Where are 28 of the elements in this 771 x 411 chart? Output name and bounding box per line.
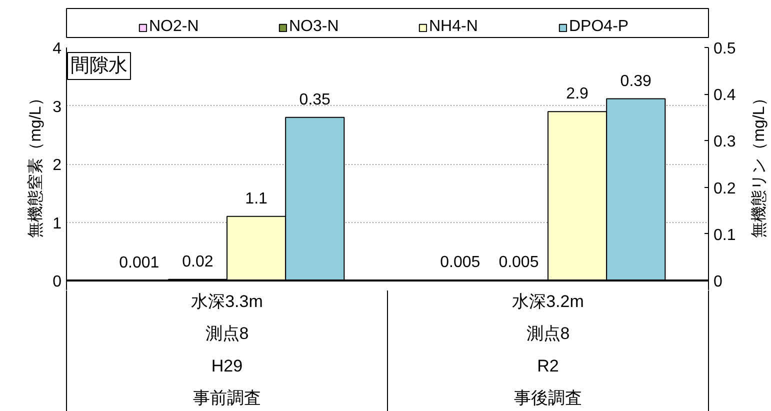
y-tick-label: 4 (52, 40, 62, 58)
y2-axis-title: 無機態リン（mg/L） (750, 90, 768, 238)
y2-tick-label: 0.4 (714, 87, 736, 104)
y2-tick-label: 0.2 (714, 180, 736, 198)
data-label: 0.005 (498, 254, 539, 272)
y-tick-label: 1 (52, 215, 62, 232)
x-tick-label: 水深3.3m 測点8 H29 事前調査 (191, 292, 263, 408)
data-label: 2.9 (566, 86, 589, 103)
chart-title: 間隙水 (70, 56, 128, 76)
y2-tick-label: 0.1 (714, 226, 736, 244)
y-tick-label: 0 (52, 274, 62, 290)
data-label: 0.39 (620, 72, 652, 90)
y-tick-label: 3 (52, 98, 62, 116)
y2-tick-label: 0 (714, 274, 722, 290)
data-label: 0.001 (119, 254, 160, 272)
data-label: 0.35 (299, 91, 331, 108)
data-label: 0.005 (440, 254, 480, 272)
legend-label: NO3-N (289, 18, 340, 36)
y2-tick-label: 0.3 (714, 134, 736, 151)
y-tick-label: 2 (52, 157, 62, 174)
data-label: 0.02 (182, 253, 214, 270)
legend-label: DPO4-P (569, 18, 630, 36)
legend-label: NO2-N (149, 18, 200, 36)
y2-tick-label: 0.5 (714, 40, 736, 58)
data-label: 1.1 (245, 190, 268, 208)
x-tick-label: 水深3.2m 測点8 R2 事後調査 (512, 292, 584, 408)
y-axis-title: 無機態窒素（mg/L） (26, 90, 45, 238)
legend-label: NH4-N (429, 18, 479, 36)
